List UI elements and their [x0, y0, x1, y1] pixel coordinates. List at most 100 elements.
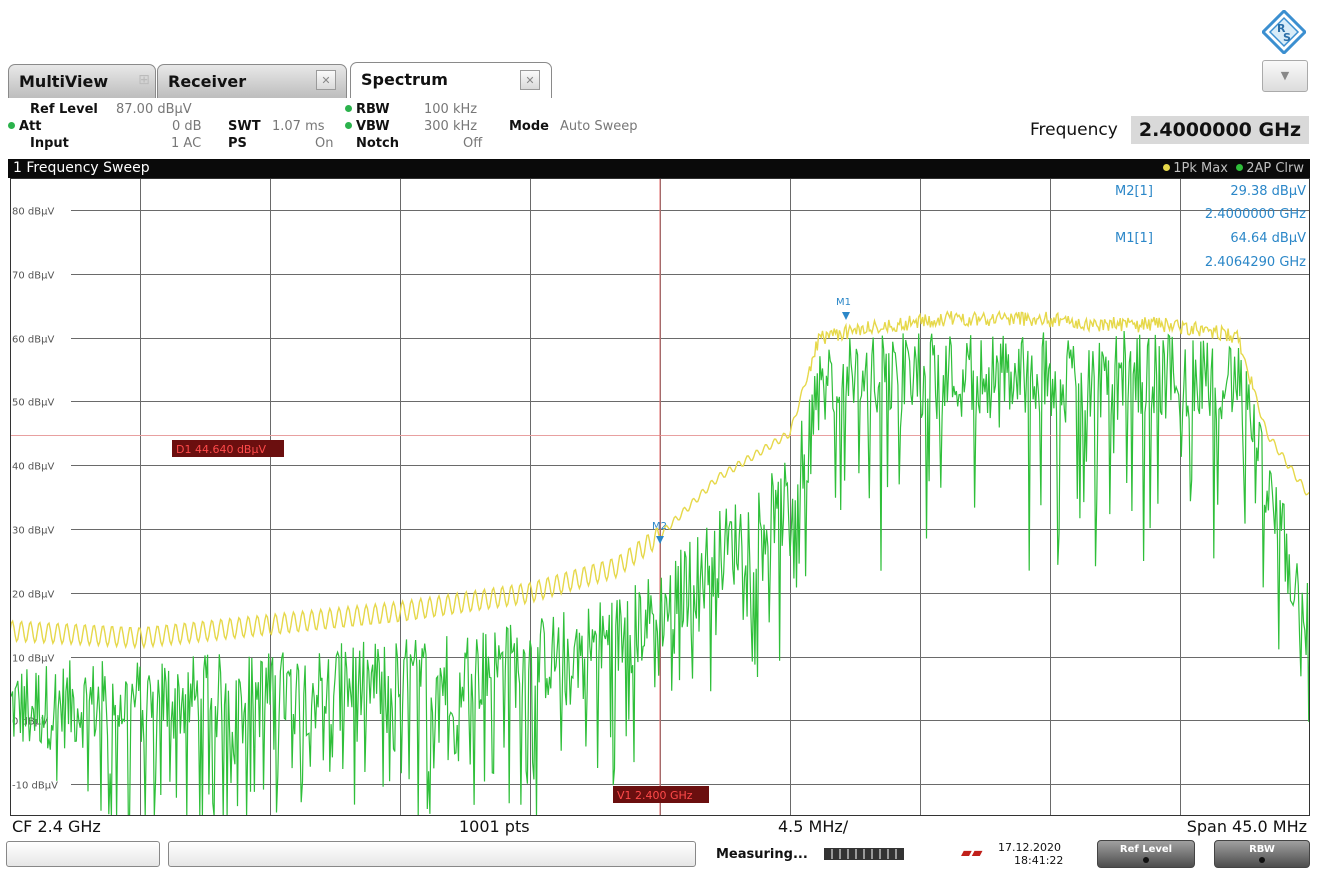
- display-line-tag: D1 44.640 dBµV: [172, 440, 284, 457]
- trace2-label: 2AP Clrw: [1246, 161, 1304, 176]
- att-value: 0 dB: [172, 119, 202, 134]
- vertical-line-label: V1 2.400 GHz: [617, 789, 693, 802]
- tab-receiver-label: Receiver: [168, 72, 247, 91]
- frequency-value[interactable]: 2.4000000 GHz: [1131, 116, 1309, 144]
- y-tick-label-background: [11, 587, 71, 600]
- y-tick-label-background: [11, 651, 71, 664]
- vbw-label: VBW: [345, 119, 390, 134]
- softkey-dot-icon: [1143, 857, 1149, 863]
- display-line-label: D1 44.640 dBµV: [176, 443, 266, 456]
- tab-multiview-label: MultiView: [19, 72, 109, 91]
- marker-m2-name: M2[1]: [1115, 184, 1153, 199]
- y-tick-label: 60 dBµV: [12, 335, 54, 346]
- tab-receiver[interactable]: Receiver ✕: [157, 64, 347, 98]
- y-tick-label-background: [11, 395, 71, 408]
- close-icon[interactable]: ✕: [520, 70, 540, 90]
- marker-m1-tag: M1: [836, 297, 851, 308]
- trace-legend: 1Pk Max 2AP Clrw: [1163, 161, 1304, 176]
- status-panel-message: [168, 841, 696, 867]
- rbw-label-text: RBW: [356, 102, 390, 117]
- network-icon: ▰▰: [961, 845, 983, 861]
- trace1-label: 1Pk Max: [1173, 161, 1228, 176]
- vbw-label-text: VBW: [356, 119, 390, 134]
- time-text: 18:41:22: [1014, 854, 1064, 867]
- center-frequency: CF 2.4 GHz: [12, 817, 101, 836]
- notch-value: Off: [463, 136, 483, 151]
- svg-text:S: S: [1283, 31, 1291, 44]
- measuring-text: Measuring...: [716, 847, 808, 862]
- trace-2ap-clrw: [10, 330, 1310, 816]
- rbw-button-label: RBW: [1249, 844, 1275, 855]
- ref-level-button-label: Ref Level: [1119, 844, 1173, 855]
- att-label-text: Att: [19, 119, 42, 134]
- att-indicator-icon: [8, 122, 15, 129]
- swt-label: SWT: [228, 119, 261, 134]
- close-icon[interactable]: ✕: [316, 70, 336, 90]
- sweep-points: 1001 pts: [459, 817, 530, 836]
- grid-icon: ⊞: [138, 72, 150, 88]
- marker-m2-icon: [656, 536, 664, 544]
- y-tick-label: 80 dBµV: [12, 207, 54, 218]
- att-label: Att: [8, 119, 42, 134]
- ref-level-label: Ref Level: [30, 102, 98, 117]
- marker-m2-tag: M2: [652, 521, 667, 532]
- marker-m1-icon: [842, 312, 850, 320]
- rbw-indicator-icon: [345, 105, 352, 112]
- trace2-dot-icon: [1236, 164, 1244, 171]
- y-tick-label: 0 dBµV: [12, 717, 48, 728]
- spectrum-plot[interactable]: 80 dBµV 70 dBµV 60 dBµV 50 dBµV 40 dBµV 30 dB…: [10, 178, 1310, 816]
- tab-spectrum-label: Spectrum: [361, 70, 448, 89]
- marker-table: M2[1] 29.38 dBµV 2.4000000 GHz M1[1] 64.…: [1115, 184, 1306, 270]
- y-tick-label-background: [11, 204, 71, 217]
- vertical-line-tag: V1 2.400 GHz: [613, 786, 709, 803]
- span-value: Span 45.0 MHz: [1186, 817, 1307, 836]
- plot-title-bar: 1 Frequency Sweep 1Pk Max 2AP Clrw: [8, 159, 1310, 178]
- status-bar: Measuring... ▰▰ 17.12.2020 18:41:22 Ref …: [6, 840, 1310, 868]
- tab-multiview[interactable]: MultiView ⊞: [8, 64, 156, 98]
- plot-title: 1 Frequency Sweep: [13, 160, 150, 176]
- marker-m2-level: 29.38 dBµV: [1230, 184, 1306, 199]
- y-tick-label: 10 dBµV: [12, 654, 54, 665]
- plot-border: [10, 178, 1310, 816]
- marker-m1-name: M1[1]: [1115, 231, 1153, 246]
- marker-m1-freq: 2.4064290 GHz: [1205, 255, 1306, 270]
- trace1-dot-icon: [1163, 164, 1171, 171]
- chevron-down-icon[interactable]: ▼: [1262, 60, 1308, 92]
- mode-label: Mode: [509, 119, 549, 134]
- y-tick-label: 40 dBµV: [12, 462, 54, 473]
- tab-spectrum[interactable]: Spectrum ✕: [350, 62, 552, 98]
- marker-m1: M1: [836, 297, 851, 320]
- y-tick-label: 20 dBµV: [12, 590, 54, 601]
- ps-value: On: [315, 136, 334, 151]
- ref-level-button[interactable]: Ref Level: [1097, 840, 1195, 868]
- per-division: 4.5 MHz/: [778, 817, 849, 836]
- y-tick-label-background: [11, 459, 71, 472]
- y-tick-label-background: [11, 778, 71, 791]
- progress-bar: [824, 848, 904, 860]
- input-label: Input: [30, 136, 69, 151]
- status-panel-left: [6, 841, 160, 867]
- notch-label: Notch: [356, 136, 399, 151]
- y-tick-label-background: [11, 523, 71, 536]
- y-tick-label-background: [11, 332, 71, 345]
- rbw-value: 100 kHz: [424, 102, 478, 117]
- marker-m1-level: 64.64 dBµV: [1230, 231, 1306, 246]
- frequency-label: Frequency: [1030, 120, 1118, 140]
- marker-m2-freq: 2.4000000 GHz: [1205, 207, 1306, 222]
- y-tick-label-background: [11, 268, 71, 281]
- settings-bar: Ref Level 87.00 dBµV Att 0 dB SWT 1.07 m…: [8, 98, 1310, 158]
- svg-text:R: R: [1277, 22, 1286, 35]
- input-value: 1 AC: [171, 136, 202, 151]
- date-text: 17.12.2020: [998, 841, 1061, 854]
- rbw-button[interactable]: RBW: [1214, 840, 1310, 868]
- vbw-value: 300 kHz: [424, 119, 478, 134]
- y-tick-label: 30 dBµV: [12, 526, 54, 537]
- y-tick-label: -10 dBµV: [12, 781, 58, 792]
- rbw-label: RBW: [345, 102, 390, 117]
- y-tick-label: 70 dBµV: [12, 271, 54, 282]
- rohde-schwarz-logo-icon: R S: [1262, 10, 1306, 54]
- ps-label: PS: [228, 136, 247, 151]
- marker-m2: M2: [652, 521, 667, 544]
- mode-value: Auto Sweep: [560, 119, 638, 134]
- y-tick-label: 50 dBµV: [12, 398, 54, 409]
